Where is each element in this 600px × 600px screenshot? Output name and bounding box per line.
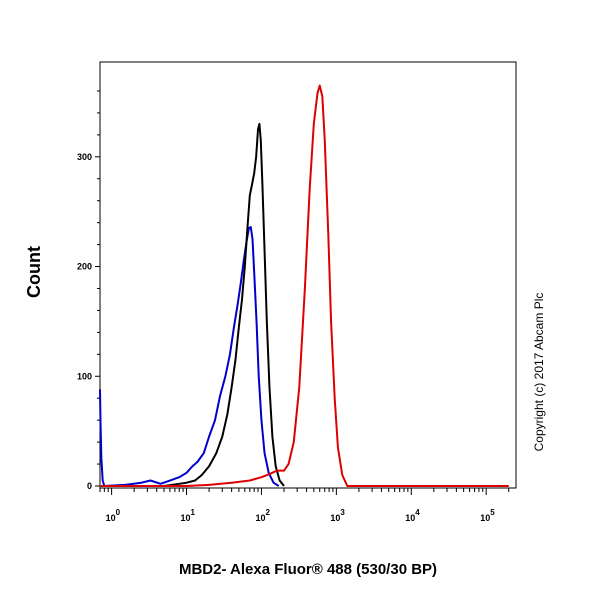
y-tick-label: 300: [77, 152, 92, 162]
series-line-3: [100, 84, 509, 487]
x-tick-label: 100: [106, 508, 121, 523]
copyright-annotation: Copyright (c) 2017 Abcam Plc: [532, 293, 546, 452]
x-tick-label: 101: [181, 508, 196, 523]
x-tick-label: 104: [405, 508, 420, 523]
y-axis: 0 100 200 300: [77, 90, 100, 491]
x-tick-label: 102: [255, 508, 270, 523]
x-tick-label: 105: [480, 508, 495, 523]
x-axis: 100 101 102 103 104 105: [99, 488, 510, 523]
x-tick-label: 103: [330, 508, 345, 523]
y-axis-title: Count: [24, 246, 44, 298]
plot-frame: [99, 61, 517, 489]
series-layer: [99, 84, 509, 487]
series-line-1: [99, 226, 280, 487]
y-tick-label: 100: [77, 371, 92, 381]
y-tick-label: 200: [77, 262, 92, 272]
x-axis-title: MBD2- Alexa Fluor® 488 (530/30 BP): [179, 561, 437, 578]
y-tick-label: 0: [87, 481, 92, 491]
series-line-2: [100, 122, 285, 487]
